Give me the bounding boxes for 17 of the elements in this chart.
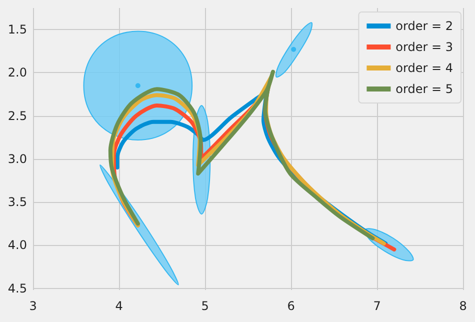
- legend-label: order = 4: [396, 61, 454, 75]
- y-tick-label: 3.5: [8, 195, 27, 210]
- y-tick-label: 1.5: [8, 22, 27, 37]
- y-tick-label: 2.0: [8, 66, 27, 80]
- x-tick-label: 3: [29, 299, 37, 313]
- x-tick-label: 5: [201, 299, 209, 313]
- legend-label: order = 5: [396, 82, 454, 96]
- y-tick-label: 4.5: [8, 281, 27, 296]
- x-tick-label: 4: [115, 299, 123, 313]
- legend-label: order = 2: [396, 19, 454, 33]
- x-tick-label: 8: [459, 299, 467, 313]
- y-tick-label: 3.0: [8, 152, 27, 166]
- y-tick-label: 2.5: [8, 108, 27, 123]
- x-tick-label: 7: [373, 299, 381, 313]
- x-tick-label: 6: [287, 299, 295, 313]
- y-tick-label: 4.0: [8, 238, 27, 252]
- legend-label: order = 3: [396, 40, 454, 54]
